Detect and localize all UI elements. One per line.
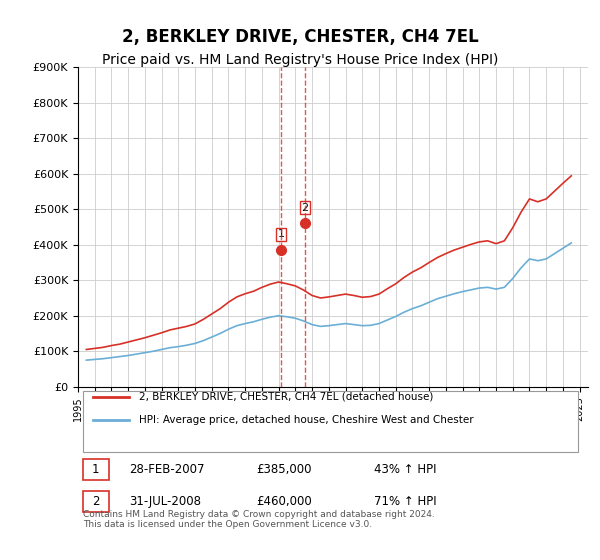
FancyBboxPatch shape [83,391,578,452]
Text: 2, BERKLEY DRIVE, CHESTER, CH4 7EL: 2, BERKLEY DRIVE, CHESTER, CH4 7EL [122,28,478,46]
Text: £385,000: £385,000 [257,463,312,476]
Text: 1: 1 [278,230,285,240]
Text: Price paid vs. HM Land Registry's House Price Index (HPI): Price paid vs. HM Land Registry's House … [102,53,498,67]
Text: 2: 2 [92,495,100,508]
Text: 2: 2 [302,203,308,213]
Text: 71% ↑ HPI: 71% ↑ HPI [374,495,436,508]
Text: 28-FEB-2007: 28-FEB-2007 [129,463,205,476]
Text: 31-JUL-2008: 31-JUL-2008 [129,495,201,508]
Text: HPI: Average price, detached house, Cheshire West and Chester: HPI: Average price, detached house, Ches… [139,415,474,425]
Text: 1: 1 [92,463,100,476]
FancyBboxPatch shape [83,491,109,512]
Text: Contains HM Land Registry data © Crown copyright and database right 2024.
This d: Contains HM Land Registry data © Crown c… [83,510,435,529]
Text: 2, BERKLEY DRIVE, CHESTER, CH4 7EL (detached house): 2, BERKLEY DRIVE, CHESTER, CH4 7EL (deta… [139,392,434,402]
FancyBboxPatch shape [83,459,109,480]
Text: £460,000: £460,000 [257,495,312,508]
Text: 43% ↑ HPI: 43% ↑ HPI [374,463,436,476]
